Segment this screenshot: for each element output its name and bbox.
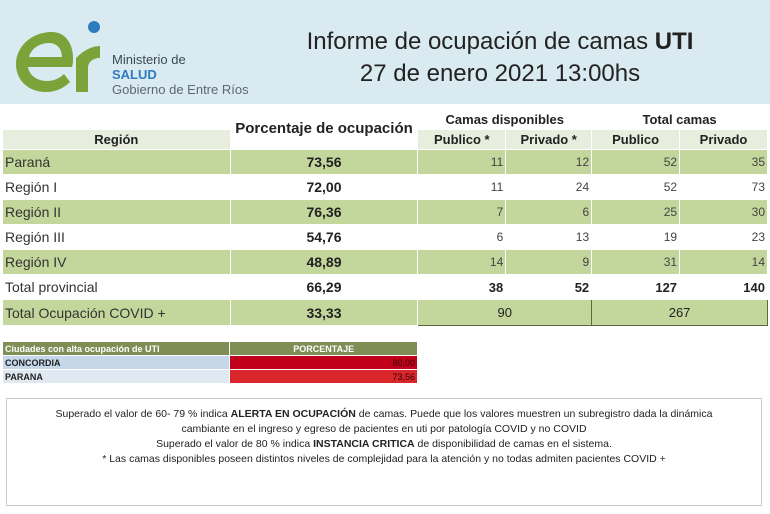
note-line1: Superado el valor de 60- 79 % indica ALE…	[7, 407, 761, 422]
row-pct: 66,29	[229, 274, 419, 300]
row-tot-publico: 52	[591, 174, 681, 200]
table-row: Paraná 73,56 11 12 52 35	[2, 149, 768, 175]
table-row-covid: Total Ocupación COVID + 33,33 90 267	[2, 299, 768, 326]
row-disp-privado: 13	[505, 224, 593, 250]
row-tot-privado: 73	[679, 174, 768, 200]
cities-table: Ciudades con alta ocupación de UTI PORCE…	[1, 341, 418, 384]
report-header: Ministerio de SALUD Gobierno de Entre Rí…	[0, 0, 770, 104]
covid-disponibles: 90	[417, 299, 593, 326]
ministry-line1: Ministerio de	[112, 52, 186, 67]
note-line3-c: de disponibilidad de camas en el sistema…	[414, 438, 612, 450]
note-line3-a: Superado el valor de 80 % indica	[156, 438, 314, 450]
row-disp-publico: 11	[417, 174, 507, 200]
ministry-line2: SALUD	[112, 67, 157, 82]
covid-total: 267	[591, 299, 768, 326]
header-tot-publico: Publico	[591, 129, 681, 150]
header-tot-privado: Privado	[679, 129, 768, 150]
title-prefix: Informe de ocupación de camas	[306, 28, 649, 55]
row-region: Región I	[2, 174, 231, 200]
row-pct: 48,89	[229, 249, 419, 275]
report-subtitle: 27 de enero 2021 13:00hs	[359, 60, 641, 87]
header-spacer	[2, 108, 231, 130]
note-line1-b: ALERTA EN OCUPACIÓN	[230, 408, 356, 420]
row-tot-publico: 31	[591, 249, 681, 275]
row-disp-publico: 6	[417, 224, 507, 250]
table-row: Región III 54,76 6 13 19 23	[2, 224, 768, 250]
header-pct: Porcentaje de ocupación	[229, 108, 419, 150]
table-row: Región I 72,00 11 24 52 73	[2, 174, 768, 200]
row-tot-publico: 127	[591, 274, 681, 300]
row-tot-privado: 30	[679, 199, 768, 225]
notes-box: Superado el valor de 60- 79 % indica ALE…	[6, 398, 762, 506]
row-pct: 54,76	[229, 224, 419, 250]
city-name: PARANA	[1, 369, 231, 384]
city-row: CONCORDIA 80,00	[1, 355, 418, 370]
ministry-name: Ministerio de SALUD Gobierno de Entre Rí…	[112, 52, 249, 97]
row-region: Región II	[2, 199, 231, 225]
row-pct: 72,00	[229, 174, 419, 200]
header-region: Región	[2, 129, 231, 150]
row-disp-privado: 24	[505, 174, 593, 200]
cities-header-pct: PORCENTAJE	[229, 341, 418, 356]
report-title: Informe de ocupación de camas UTI 27 de …	[250, 28, 750, 88]
city-name: CONCORDIA	[1, 355, 231, 370]
row-disp-privado: 52	[505, 274, 593, 300]
header-disp-privado: Privado *	[505, 129, 593, 150]
row-disp-privado: 12	[505, 149, 593, 175]
er-logo-icon	[16, 21, 100, 92]
row-tot-privado: 140	[679, 274, 768, 300]
city-pct: 73,56	[229, 369, 418, 384]
header-camas-disponibles: Camas disponibles	[417, 108, 593, 130]
occupancy-table: Porcentaje de ocupación Camas disponible…	[2, 108, 768, 326]
title-bold: UTI	[654, 28, 694, 55]
row-tot-publico: 52	[591, 149, 681, 175]
city-pct: 80,00	[229, 355, 418, 370]
row-region: Total provincial	[2, 274, 231, 300]
row-disp-publico: 11	[417, 149, 507, 175]
row-region: Región IV	[2, 249, 231, 275]
row-region: Paraná	[2, 149, 231, 175]
covid-label: Total Ocupación COVID +	[2, 299, 231, 326]
row-disp-privado: 9	[505, 249, 593, 275]
note-line1-c: de camas. Puede que los valores muestren…	[355, 408, 713, 420]
row-tot-publico: 19	[591, 224, 681, 250]
row-disp-privado: 6	[505, 199, 593, 225]
row-pct: 76,36	[229, 199, 419, 225]
header-total-camas: Total camas	[591, 108, 768, 130]
city-row: PARANA 73,56	[1, 369, 418, 384]
row-tot-privado: 14	[679, 249, 768, 275]
note-line1-a: Superado el valor de 60- 79 % indica	[55, 408, 231, 420]
note-line4: * Las camas disponibles poseen distintos…	[102, 453, 666, 465]
row-tot-publico: 25	[591, 199, 681, 225]
table-row: Región IV 48,89 14 9 31 14	[2, 249, 768, 275]
covid-pct: 33,33	[229, 299, 419, 326]
row-region: Región III	[2, 224, 231, 250]
row-disp-publico: 7	[417, 199, 507, 225]
cities-header-label: Ciudades con alta ocupación de UTI	[1, 341, 231, 356]
row-disp-publico: 38	[417, 274, 507, 300]
row-disp-publico: 14	[417, 249, 507, 275]
ministry-line3: Gobierno de Entre Ríos	[112, 82, 249, 97]
header-disp-publico: Publico *	[417, 129, 507, 150]
row-tot-privado: 35	[679, 149, 768, 175]
row-pct: 73,56	[229, 149, 419, 175]
table-row-total: Total provincial 66,29 38 52 127 140	[2, 274, 768, 300]
note-line3: Superado el valor de 80 % indica INSTANC…	[7, 437, 761, 452]
note-line3-b: INSTANCIA CRITICA	[313, 438, 415, 450]
table-row: Región II 76,36 7 6 25 30	[2, 199, 768, 225]
row-tot-privado: 23	[679, 224, 768, 250]
note-line2: cambiante en el ingreso y egreso de paci…	[181, 423, 587, 435]
